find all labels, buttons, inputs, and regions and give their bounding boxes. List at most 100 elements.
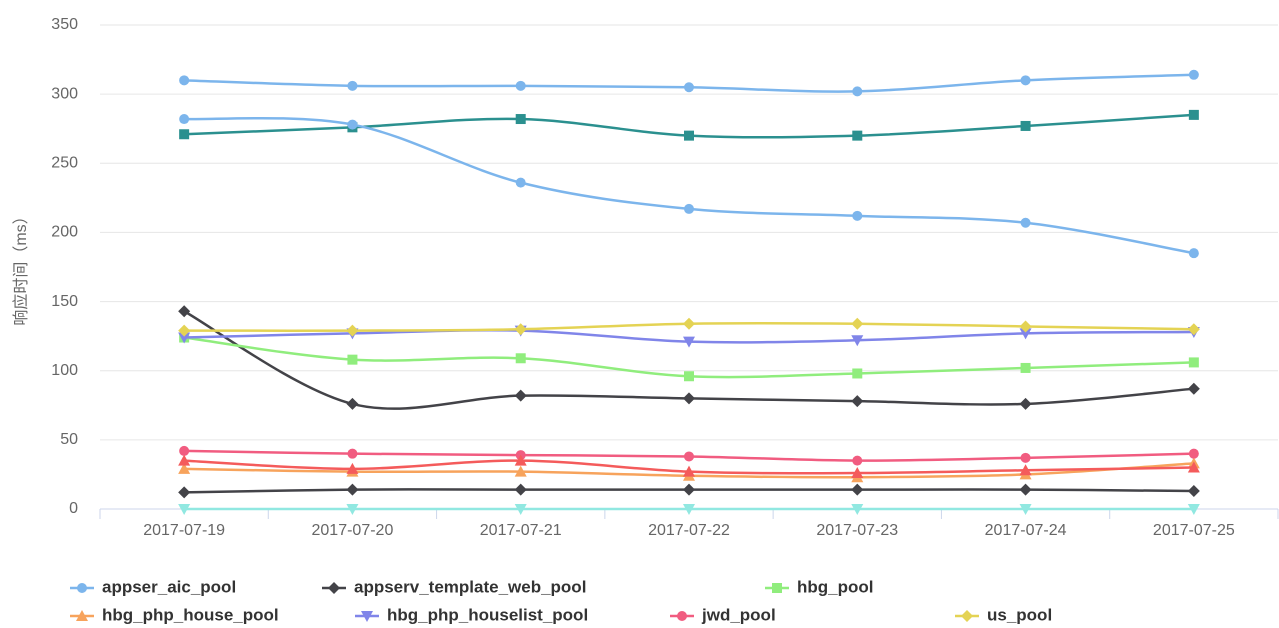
point xyxy=(1019,483,1032,496)
y-tick-label: 350 xyxy=(51,16,78,33)
point xyxy=(515,177,526,188)
point xyxy=(346,504,359,515)
point xyxy=(684,130,694,141)
legend-item: hbg_php_houselist_pool xyxy=(355,605,588,624)
y-tick-label: 250 xyxy=(51,155,78,172)
legend-marker xyxy=(77,583,87,593)
point xyxy=(178,486,191,499)
point xyxy=(514,454,527,466)
point xyxy=(515,114,526,125)
point xyxy=(1187,504,1200,515)
point xyxy=(1187,461,1200,473)
y-tick-label: 50 xyxy=(60,431,78,448)
legend-label: hbg_php_house_pool xyxy=(102,605,279,624)
point xyxy=(1020,75,1031,86)
y-tick-label: 0 xyxy=(69,500,78,517)
legend-item: appserv_template_web_pool xyxy=(322,577,586,596)
point xyxy=(178,504,191,515)
x-tick-label: 2017-07-19 xyxy=(143,522,225,539)
point xyxy=(1019,504,1032,515)
point xyxy=(852,130,863,141)
point xyxy=(683,317,695,330)
point xyxy=(683,504,695,515)
legend-marker xyxy=(677,611,687,621)
x-tick-label: 2017-07-24 xyxy=(985,522,1067,539)
point xyxy=(683,392,695,405)
y-tick-label: 200 xyxy=(51,224,78,241)
point xyxy=(514,389,527,402)
legend-label: us_pool xyxy=(987,605,1052,624)
legend-item: hbg_php_house_pool xyxy=(70,605,279,624)
point xyxy=(1188,248,1199,259)
legend-item: appser_aic_pool xyxy=(70,577,236,596)
point xyxy=(1020,362,1031,373)
point xyxy=(1019,320,1032,333)
x-tick-label: 2017-07-25 xyxy=(1153,522,1235,539)
point xyxy=(1019,464,1032,476)
point xyxy=(514,504,527,515)
legend-label: hbg_php_houselist_pool xyxy=(387,605,588,624)
point xyxy=(1019,397,1032,410)
point xyxy=(851,467,864,479)
legend-label: appserv_template_web_pool xyxy=(354,577,586,596)
y-tick-label: 150 xyxy=(51,293,78,310)
x-tick-label: 2017-07-23 xyxy=(816,522,898,539)
point xyxy=(515,353,526,364)
legend-marker xyxy=(772,583,782,593)
legend-marker xyxy=(76,610,88,621)
point xyxy=(347,119,358,130)
point xyxy=(1020,452,1031,463)
point xyxy=(852,455,863,466)
y-tick-label: 300 xyxy=(51,85,78,102)
point xyxy=(684,371,694,382)
point xyxy=(179,445,190,456)
legend-marker xyxy=(361,611,373,622)
point xyxy=(178,462,191,474)
legend-label: jwd_pool xyxy=(701,605,776,624)
legend-label: hbg_pool xyxy=(797,577,873,596)
point xyxy=(1187,382,1200,395)
y-axis-label: 响应时间（ms） xyxy=(11,208,30,325)
point xyxy=(1188,69,1199,80)
point xyxy=(514,323,527,336)
point xyxy=(1188,109,1199,120)
point xyxy=(1188,448,1199,459)
point xyxy=(347,448,358,459)
x-tick-label: 2017-07-22 xyxy=(648,522,730,539)
point xyxy=(178,454,191,466)
point xyxy=(178,324,191,337)
point xyxy=(683,483,695,496)
point xyxy=(514,465,527,477)
point xyxy=(346,483,359,496)
legend-marker xyxy=(961,610,973,622)
point xyxy=(852,368,863,379)
point xyxy=(179,75,190,86)
y-tick-label: 100 xyxy=(51,362,78,379)
point xyxy=(1187,323,1200,336)
point xyxy=(1188,357,1199,368)
point xyxy=(179,114,190,125)
point xyxy=(851,317,864,330)
point xyxy=(852,86,863,97)
legend-item: hbg_pool xyxy=(765,577,873,596)
x-tick-label: 2017-07-21 xyxy=(480,522,562,539)
point xyxy=(851,504,864,515)
point xyxy=(1019,328,1032,340)
point xyxy=(684,82,694,93)
point xyxy=(178,305,191,318)
point xyxy=(1187,485,1200,498)
x-tick-label: 2017-07-20 xyxy=(312,522,394,539)
point xyxy=(179,129,190,140)
point xyxy=(683,465,695,477)
point xyxy=(851,335,864,347)
point xyxy=(515,80,526,91)
point xyxy=(1020,120,1031,131)
point xyxy=(1020,217,1031,228)
point xyxy=(178,332,191,344)
point xyxy=(346,324,359,337)
point xyxy=(347,354,358,365)
point xyxy=(851,483,864,496)
point xyxy=(346,397,359,410)
point xyxy=(851,395,864,408)
